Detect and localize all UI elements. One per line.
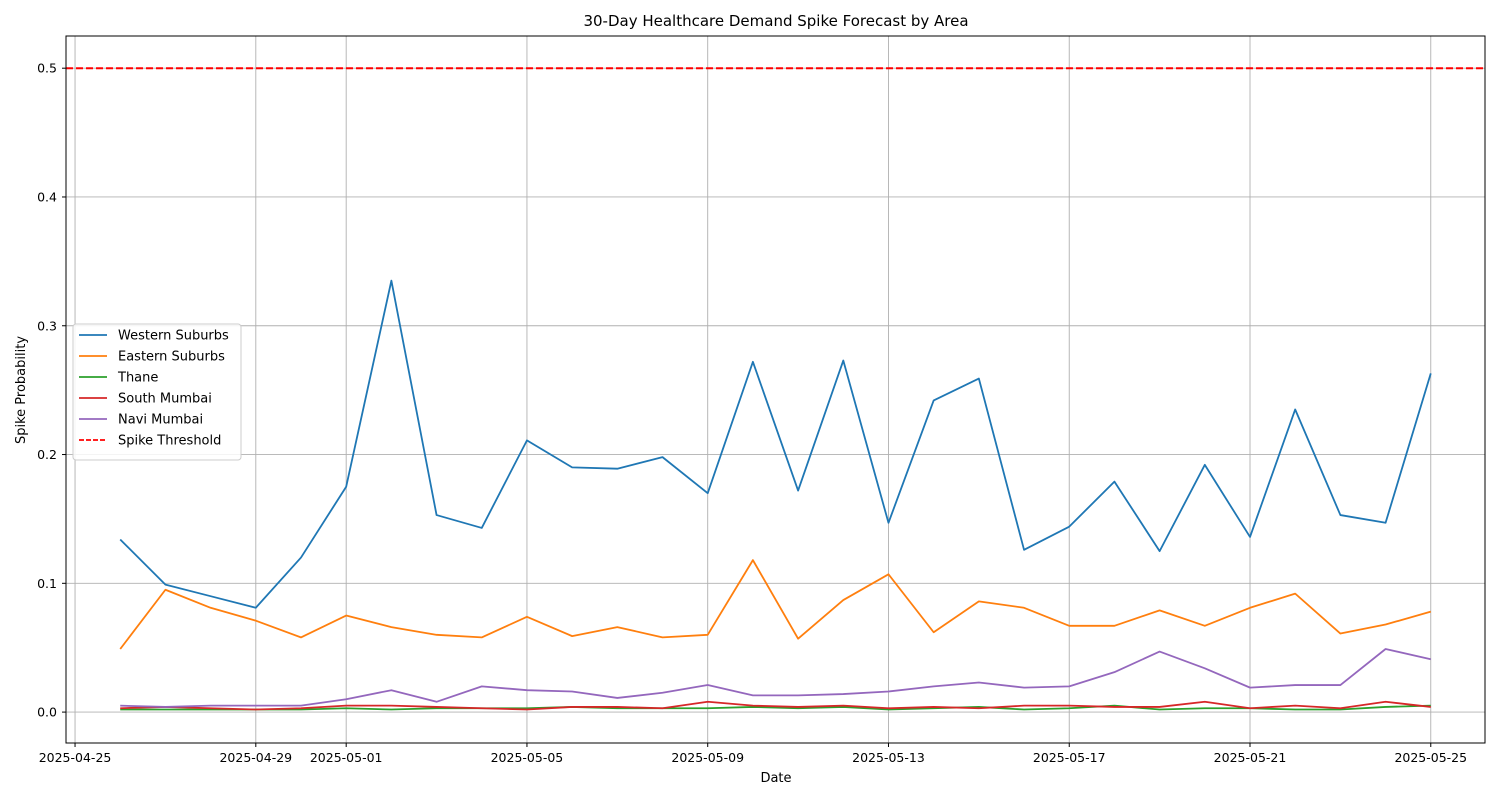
plot-frame — [65, 35, 1486, 744]
y-tick-label: 0.5 — [37, 61, 57, 76]
series-line-eastern-suburbs — [119, 559, 1432, 650]
x-tick-label: 2025-05-01 — [310, 750, 383, 765]
x-tick-label: 2025-05-05 — [491, 750, 564, 765]
series-line-navi-mumbai — [120, 648, 1431, 708]
series-lines — [119, 279, 1432, 711]
x-tick-label: 2025-05-13 — [852, 750, 925, 765]
legend-label: Navi Mumbai — [118, 413, 203, 428]
x-tick-label: 2025-05-09 — [671, 750, 744, 765]
y-tick-label: 0.3 — [37, 318, 57, 333]
series-line-thane — [120, 704, 1431, 711]
chart-title: 30-Day Healthcare Demand Spike Forecast … — [583, 12, 968, 30]
legend-label: South Mumbai — [118, 392, 212, 407]
legend: Western Suburbs Eastern Suburbs Thane South… — [72, 323, 242, 461]
x-tick-label: 2025-05-25 — [1394, 750, 1467, 765]
legend-label: Spike Threshold — [118, 434, 221, 449]
x-axis-title: Date — [760, 771, 791, 786]
legend-label: Thane — [117, 371, 158, 386]
x-axis-ticks: 2025-04-25 2025-04-29 2025-05-01 2025-05-05… — [39, 743, 1467, 765]
series-line-western-suburbs — [119, 279, 1432, 609]
legend-label: Eastern Suburbs — [118, 350, 225, 365]
grid-lines — [66, 36, 1485, 743]
y-tick-label: 0.1 — [37, 576, 57, 591]
y-tick-label: 0.4 — [37, 189, 57, 204]
x-tick-label: 2025-05-21 — [1214, 750, 1287, 765]
y-tick-label: 0.2 — [37, 447, 57, 462]
series-line-south-mumbai — [120, 700, 1431, 711]
y-tick-label: 0.0 — [37, 705, 57, 720]
legend-label: Western Suburbs — [118, 329, 229, 344]
legend-box — [72, 323, 242, 461]
y-axis-title: Spike Probability — [14, 336, 29, 444]
x-tick-label: 2025-05-17 — [1033, 750, 1106, 765]
y-axis-ticks: 0.0 0.1 0.2 0.3 0.4 0.5 — [37, 61, 66, 720]
x-tick-label: 2025-04-29 — [219, 750, 292, 765]
x-tick-label: 2025-04-25 — [39, 750, 112, 765]
